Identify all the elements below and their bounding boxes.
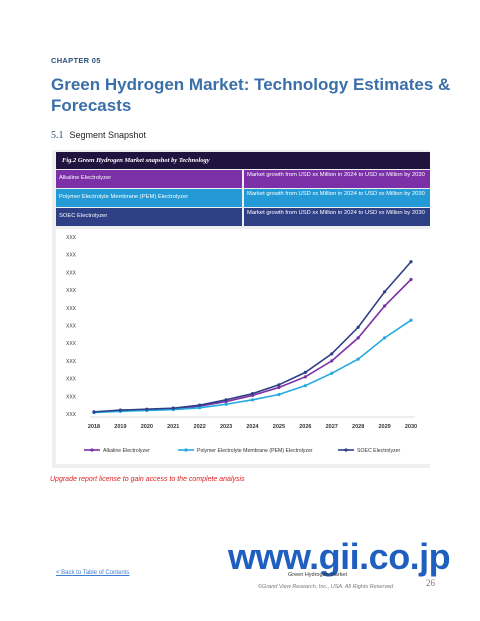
x-tick-label: 2020 [141,424,153,430]
segment-name: SOEC Electrolyzer [56,208,242,226]
figure-title: Fig.2 Green Hydrogen Market snapshot by … [56,152,430,169]
line-chart: XXX XXX XXX XXX XXX XXX XXX XXX XXX XXX XXX 2018 201… [66,235,417,454]
y-tick-label: XXX [66,359,77,365]
y-tick-label: XXX [66,306,77,312]
data-point [224,398,228,402]
data-point [330,359,334,363]
y-tick-label: XXX [66,341,77,347]
data-point [250,398,255,402]
data-point [356,325,360,329]
y-tick-label: XXX [66,235,77,241]
data-point [277,383,281,387]
segment-description: Market growth from USD xx Million in 202… [244,170,430,188]
legend-label: Alkaline Electrolyzer [103,448,150,454]
section-title: Segment Snapshot [69,130,147,140]
y-tick-label: XXX [66,288,77,294]
x-tick-label: 2027 [326,424,338,430]
x-tick-label: 2022 [194,424,206,430]
figure-panel: Fig.2 Green Hydrogen Market snapshot by … [52,150,430,468]
y-tick-label: XXX [66,412,77,418]
data-point [356,357,360,361]
chapter-label: CHAPTER 05 [51,56,101,65]
segment-row: SOEC Electrolyzer Market growth from USD… [56,208,430,226]
data-point [382,290,387,294]
data-point [409,318,413,322]
y-tick-label: XXX [66,270,77,276]
legend-label: SOEC Electrolyzer [357,448,401,454]
copyright-text: ©Grand View Research, Inc., USA. All Rig… [258,584,394,590]
data-point [409,277,413,282]
data-point [224,402,228,406]
section-heading: 5.1 Segment Snapshot [51,130,146,141]
x-tick-label: 2018 [88,424,100,430]
chart-area: XXX XXX XXX XXX XXX XXX XXX XXX XXX XXX XXX 2018 201… [56,229,430,464]
data-point [330,371,334,375]
data-point [277,385,281,390]
data-point [409,260,413,264]
back-to-toc-link[interactable]: < Back to Table of Contents [56,570,130,576]
x-tick-label: 2026 [299,424,311,430]
legend-marker [344,448,348,452]
data-point [92,410,96,414]
segment-description: Market growth from USD xx Million in 202… [244,189,430,207]
data-point [198,406,202,410]
footer-report-title: Green Hydrogen Market [288,572,347,578]
data-point [145,407,149,411]
series-line [93,261,412,413]
x-tick-label: 2021 [167,424,179,430]
legend-marker [90,448,94,452]
data-point [303,375,307,379]
data-point [303,384,307,388]
segment-row: Polymer Electrolyte Membrane (PEM) Elect… [56,189,430,207]
y-tick-label: XXX [66,324,77,330]
segment-name: Alkaline Electrolyzer [56,170,242,188]
data-point [171,406,175,410]
legend-marker [184,448,188,452]
x-tick-label: 2028 [352,424,364,430]
data-point [303,370,307,375]
data-point [277,392,281,397]
upgrade-notice: Upgrade report license to gain access to… [50,476,245,483]
data-point [198,403,202,407]
data-point [330,352,334,356]
segment-row: Alkaline Electrolyzer Market growth from… [56,170,430,188]
y-tick-label: XXX [66,253,77,259]
x-tick-label: 2019 [114,424,126,430]
page-number: 26 [426,578,435,588]
data-point [382,304,387,308]
x-tick-label: 2024 [246,424,259,430]
x-tick-label: 2023 [220,424,232,430]
data-point [250,392,255,396]
y-tick-label: XXX [66,394,77,400]
x-tick-label: 2025 [273,424,285,430]
x-tick-label: 2030 [405,424,417,430]
segment-name: Polymer Electrolyte Membrane (PEM) Elect… [56,189,242,207]
section-number: 5.1 [51,130,64,141]
y-tick-label: XXX [66,377,77,383]
page-title: Green Hydrogen Market: Technology Estima… [51,75,451,115]
data-point [118,408,123,412]
watermark-logo: www.gii.co.jp [228,536,451,577]
x-tick-label: 2029 [378,424,390,430]
data-point [356,336,360,340]
segment-description: Market growth from USD xx Million in 202… [244,208,430,226]
data-point [382,336,387,340]
legend-label: Polymer Electrolyte Membrane (PEM) Elect… [197,448,313,454]
